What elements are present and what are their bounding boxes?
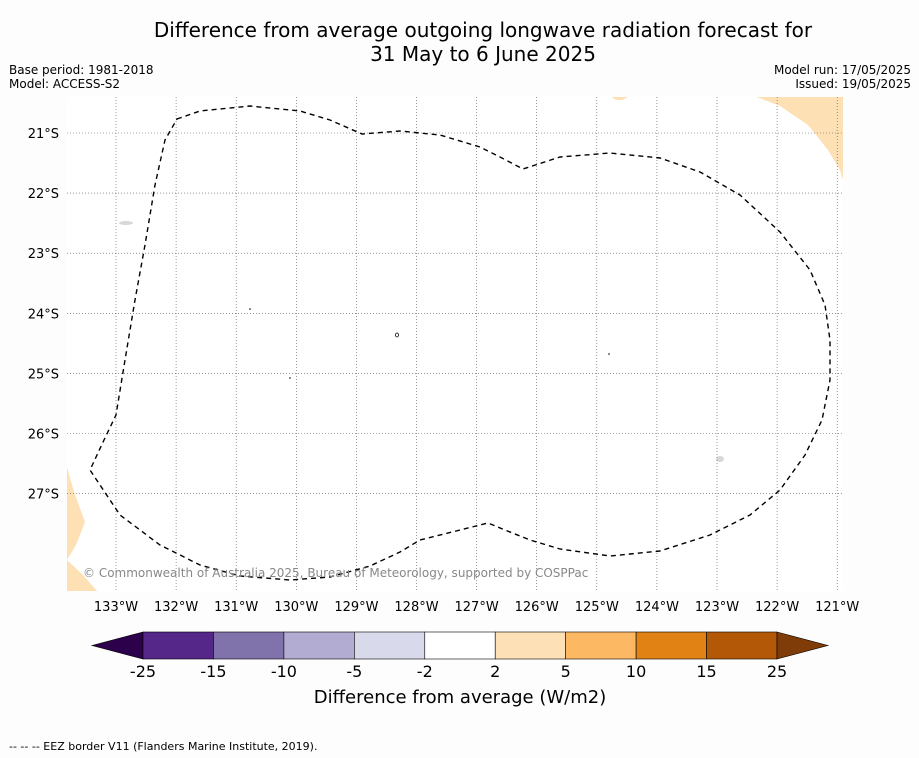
lat-tick-label: 27°S <box>28 488 59 503</box>
map-area: © Commonwealth of Australia 2025, Bureau… <box>67 97 843 591</box>
eez-border <box>89 105 831 581</box>
lon-tick-label: 122°W <box>755 600 799 615</box>
lat-tick-label: 21°S <box>28 127 59 142</box>
colorbar-tick-label: -5 <box>346 662 362 681</box>
lat-tick-label: 24°S <box>28 307 59 322</box>
lon-tick-label: 125°W <box>575 600 619 615</box>
lon-tick-label: 127°W <box>455 600 499 615</box>
island-6 <box>608 353 610 355</box>
colorbar-bin <box>354 631 426 660</box>
chart-title: Difference from average outgoing longwav… <box>0 18 919 66</box>
colorbar-extend-high <box>776 631 830 660</box>
colorbar-tick-label: 2 <box>490 662 500 681</box>
lat-tick-label: 26°S <box>28 428 59 443</box>
land-west-upper <box>67 467 85 560</box>
tick-labels: 133°W 132°W 131°W 130°W 129°W 128°W 127°W 126°W… <box>28 127 860 615</box>
meta-right: Model run: 17/05/2025 Issued: 19/05/2025 <box>774 63 911 91</box>
colorbar-title: Difference from average (W/m2) <box>314 687 606 708</box>
colorbar-bin <box>706 631 778 660</box>
colorbar-tick-label: 5 <box>561 662 571 681</box>
colorbar-bin <box>565 631 637 660</box>
colorbar: -25 -15 -10 -5 -2 2 5 10 15 25 <box>90 631 830 681</box>
colorbar-bin <box>213 631 285 660</box>
lon-tick-label: 133°W <box>94 600 138 615</box>
meta-left: Base period: 1981-2018 Model: ACCESS-S2 <box>9 63 154 91</box>
lon-tick-label: 132°W <box>154 600 198 615</box>
island-4 <box>249 308 251 310</box>
island-3 <box>395 332 399 338</box>
island-5 <box>289 377 291 379</box>
model-run: Model run: 17/05/2025 <box>773 63 911 77</box>
land-west-lower <box>67 560 97 591</box>
colorbar-tick-label: 25 <box>767 662 787 681</box>
colorbar-extend-low <box>90 631 144 660</box>
issued-date: Issued: 19/05/2025 <box>795 77 911 91</box>
land-east <box>757 97 843 180</box>
colorbar-bin <box>635 631 707 660</box>
colorbar-tick-label: -10 <box>271 662 297 681</box>
island-1 <box>119 221 133 225</box>
island-2 <box>716 456 724 462</box>
lon-tick-label: 123°W <box>695 600 739 615</box>
title-line-2: 31 May to 6 June 2025 <box>370 42 596 66</box>
colorbar-bin <box>424 631 496 660</box>
lon-tick-label: 129°W <box>334 600 378 615</box>
lat-tick-label: 25°S <box>28 367 59 382</box>
colorbar-bin <box>283 631 355 660</box>
gridlines <box>67 97 843 591</box>
lon-tick-label: 128°W <box>394 600 438 615</box>
colorbar-bin <box>142 631 214 660</box>
lat-tick-label: 22°S <box>28 187 59 202</box>
lon-tick-label: 126°W <box>515 600 559 615</box>
ocean-background <box>67 97 843 591</box>
footer-note: -- -- -- EEZ border V11 (Flanders Marine… <box>9 740 318 753</box>
lon-tick-label: 131°W <box>214 600 258 615</box>
lon-tick-label: 130°W <box>274 600 318 615</box>
land-north-speck <box>612 97 628 100</box>
colorbar-tick-label: -15 <box>200 662 226 681</box>
colorbar-tick-label: 10 <box>626 662 646 681</box>
title-line-1: Difference from average outgoing longwav… <box>153 18 813 42</box>
copyright-text: © Commonwealth of Australia 2025, Bureau… <box>83 566 588 580</box>
colorbar-tick-label: 15 <box>696 662 716 681</box>
lon-tick-label: 121°W <box>815 600 859 615</box>
colorbar-tick-label: -2 <box>417 662 433 681</box>
model-name: Model: ACCESS-S2 <box>9 77 121 91</box>
lat-tick-label: 23°S <box>28 247 59 262</box>
lon-tick-label: 124°W <box>635 600 679 615</box>
colorbar-bin <box>494 631 566 660</box>
colorbar-tick-label: -25 <box>130 662 156 681</box>
base-period: Base period: 1981-2018 <box>9 63 154 77</box>
